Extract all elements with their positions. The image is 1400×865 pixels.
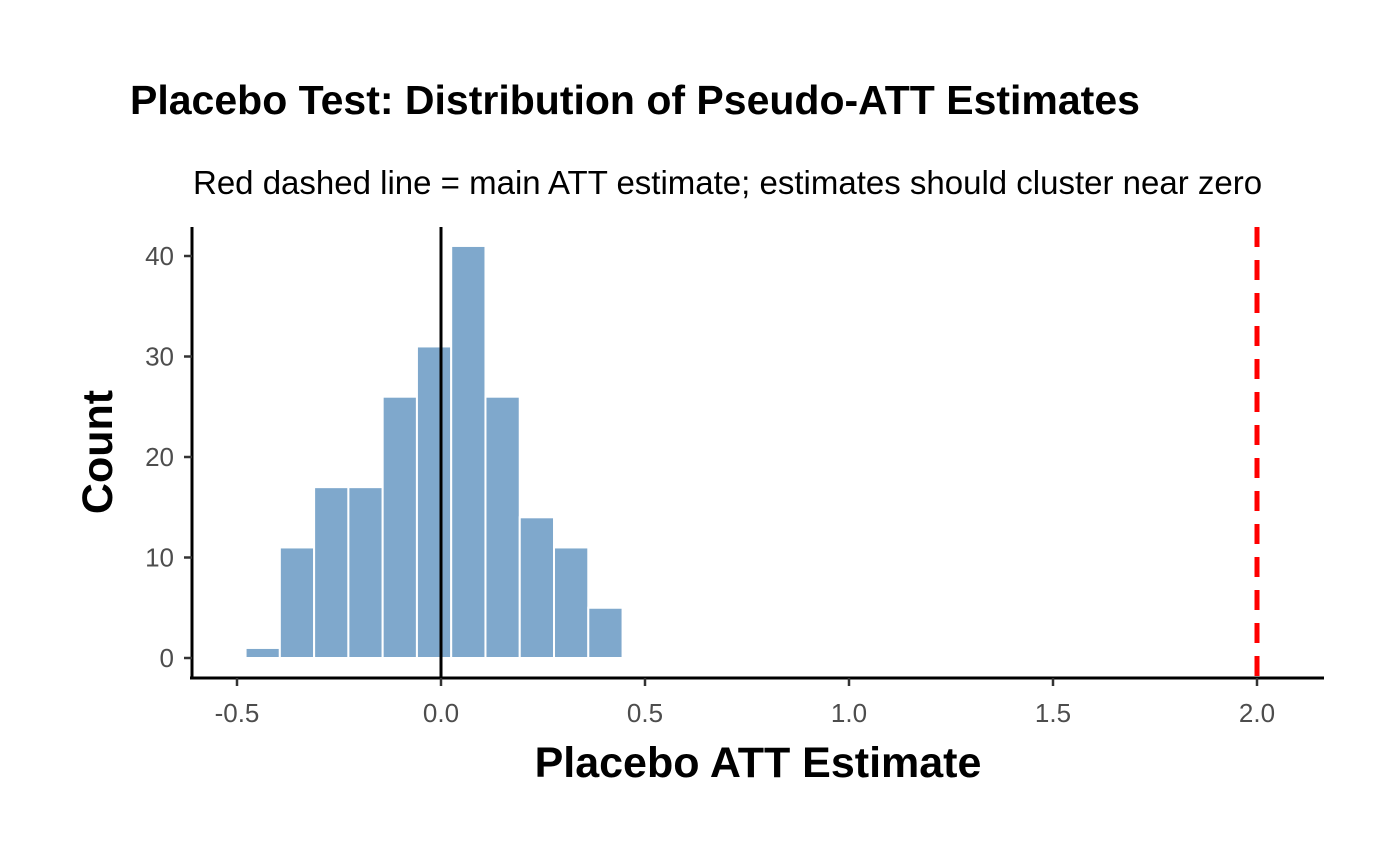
histogram-bar	[313, 486, 350, 659]
x-ticks: -0.5 0.0 0.5 1.0 1.5 2.0	[215, 678, 1275, 728]
histogram-bar	[415, 345, 453, 659]
histogram-bar	[347, 486, 384, 659]
x-tick-label: -0.5	[215, 698, 260, 728]
histogram-bar	[484, 395, 521, 659]
bars-group	[244, 244, 624, 660]
reference-lines	[439, 227, 1260, 678]
y-tick-label: 40	[145, 241, 174, 271]
x-tick-label: 1.0	[831, 698, 867, 728]
x-tick-label: 0.5	[627, 698, 663, 728]
histogram-bar	[278, 546, 316, 660]
histogram-bar	[450, 244, 487, 659]
y-tick-label: 20	[145, 442, 174, 472]
histogram-bar	[381, 395, 418, 659]
chart-title: Placebo Test: Distribution of Pseudo-ATT…	[130, 77, 1140, 123]
y-tick-label: 10	[145, 543, 174, 573]
histogram-bar	[244, 646, 281, 660]
y-axis-label: Count	[74, 390, 122, 514]
y-tick-label: 30	[145, 342, 174, 372]
y-ticks: 0 10 20 30 40	[145, 241, 192, 673]
histogram-bar	[587, 606, 624, 659]
histogram-bar	[518, 516, 556, 659]
x-tick-label: 2.0	[1239, 698, 1275, 728]
x-tick-label: 0.0	[423, 698, 459, 728]
y-tick-label: 0	[160, 643, 174, 673]
x-axis-label: Placebo ATT Estimate	[535, 739, 982, 787]
x-tick-label: 1.5	[1035, 698, 1071, 728]
histogram-bar	[553, 546, 590, 660]
chart-subtitle: Red dashed line = main ATT estimate; est…	[193, 164, 1262, 201]
